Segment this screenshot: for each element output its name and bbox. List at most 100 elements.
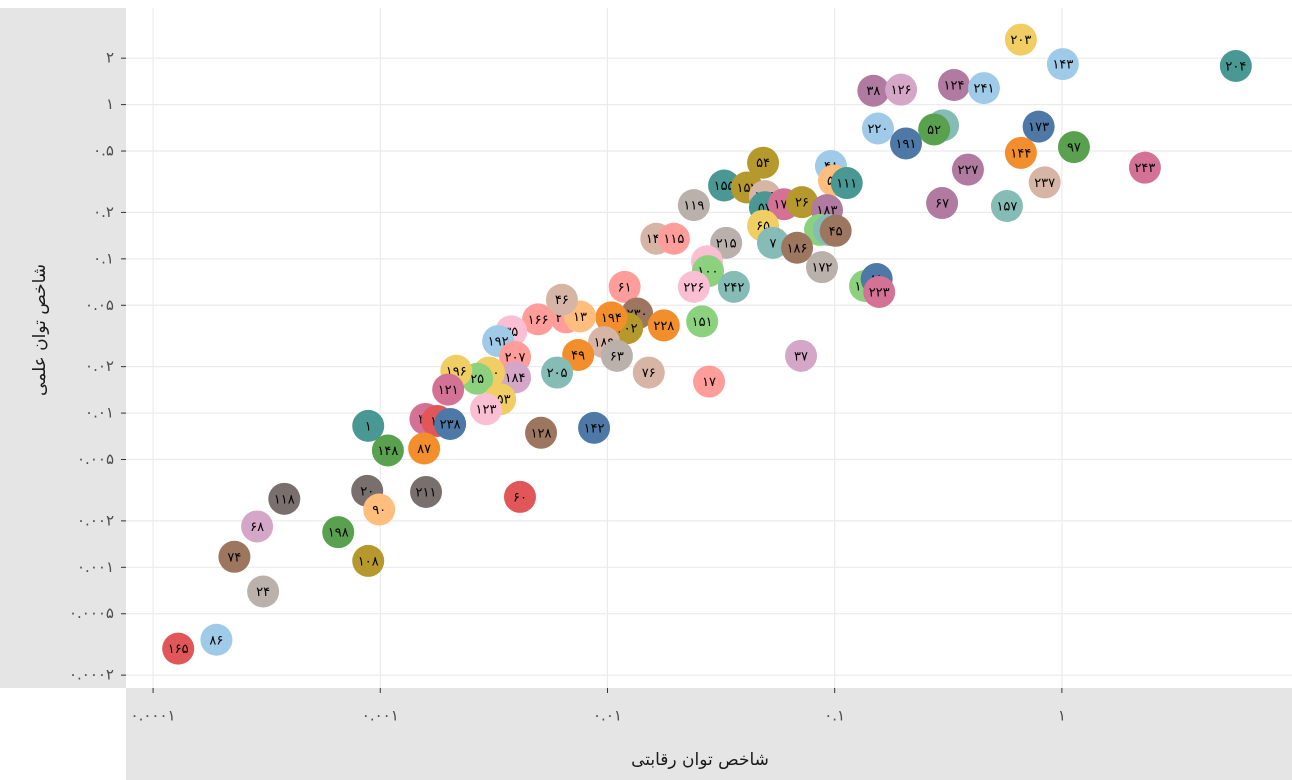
point-label: ۱۷۳ bbox=[1028, 120, 1049, 135]
y-tick-label: ۰.۰۰۲ bbox=[77, 511, 114, 529]
point-label: ۴۶ bbox=[555, 293, 569, 308]
point bbox=[408, 432, 441, 465]
point-label: ۲۰۷ bbox=[505, 350, 526, 365]
point-label: ۱۸۶ bbox=[787, 241, 808, 256]
y-tick-label: ۰.۰۲ bbox=[85, 357, 114, 375]
point-label: ۲۳۸ bbox=[440, 417, 461, 432]
point-label: ۶۸ bbox=[250, 520, 264, 535]
point bbox=[1046, 48, 1079, 81]
point bbox=[990, 190, 1023, 223]
y-axis-title: شاخص توان علمی bbox=[30, 264, 50, 396]
point bbox=[918, 113, 951, 146]
point-label: ۱۹۴ bbox=[601, 311, 622, 326]
point bbox=[578, 411, 611, 444]
y-tick-label: ۰.۵ bbox=[93, 142, 114, 160]
point-label: ۱۷ bbox=[702, 375, 716, 390]
point-label: ۱ bbox=[365, 419, 372, 434]
point-label: ۱۲۳ bbox=[476, 403, 497, 418]
y-tick-label: ۰.۰۰۵ bbox=[77, 450, 114, 468]
point-label: ۱۱۵ bbox=[663, 232, 684, 247]
point-label: ۶۱ bbox=[618, 280, 632, 295]
x-tick-label: ۰.۱ bbox=[824, 707, 845, 725]
point bbox=[241, 510, 274, 543]
point bbox=[470, 393, 503, 426]
point bbox=[830, 167, 863, 200]
point bbox=[632, 356, 665, 389]
point-label: ۱۴۸ bbox=[377, 444, 398, 459]
point-label: ۱۵۷ bbox=[996, 200, 1017, 215]
point-label: ۱۲۶ bbox=[891, 83, 912, 98]
point-label: ۱۵۱ bbox=[692, 315, 713, 330]
point bbox=[562, 338, 595, 371]
point-label: ۲۰ bbox=[360, 484, 374, 499]
point-label: ۱۹۸ bbox=[328, 526, 349, 541]
point-label: ۲۰۴ bbox=[1225, 59, 1246, 74]
point bbox=[595, 301, 628, 334]
point bbox=[647, 309, 680, 342]
point bbox=[1128, 151, 1161, 184]
point bbox=[781, 231, 814, 264]
point bbox=[1219, 49, 1252, 82]
point bbox=[352, 409, 385, 442]
point bbox=[889, 127, 922, 160]
point-label: ۲۰۵ bbox=[547, 366, 568, 381]
point-label: ۵۴ bbox=[756, 156, 770, 171]
point-label: ۲۴۲ bbox=[723, 280, 744, 295]
point-label: ۲۰۳ bbox=[1010, 33, 1031, 48]
point bbox=[677, 189, 710, 222]
point-label: ۲۴۳ bbox=[1134, 161, 1155, 176]
point-label: ۱۵۵ bbox=[714, 179, 735, 194]
point bbox=[503, 480, 536, 513]
y-tick-label: ۰.۰۰۰۵ bbox=[69, 604, 114, 622]
point bbox=[805, 251, 838, 284]
point-label: ۱۰۸ bbox=[358, 554, 379, 569]
point bbox=[819, 214, 852, 247]
point bbox=[861, 112, 894, 145]
point-label: ۱۴۴ bbox=[1010, 146, 1031, 161]
point bbox=[1004, 23, 1037, 56]
x-tick-label: ۱ bbox=[1058, 707, 1066, 725]
point bbox=[937, 68, 970, 101]
point bbox=[600, 339, 633, 372]
point bbox=[717, 270, 750, 303]
point-label: ۱۶۵ bbox=[168, 642, 189, 657]
point-label: ۱۲۱ bbox=[438, 383, 459, 398]
y-tick-label: ۱ bbox=[106, 95, 114, 113]
point bbox=[747, 146, 780, 179]
point bbox=[785, 339, 818, 372]
point-label: ۲۳۷ bbox=[1034, 176, 1055, 191]
point-label: ۶۷ bbox=[935, 197, 949, 212]
point-label: ۱۹۲ bbox=[488, 335, 509, 350]
point-label: ۲۱۵ bbox=[716, 236, 737, 251]
point-label: ۲۲۰ bbox=[867, 122, 888, 137]
point bbox=[951, 153, 984, 186]
point bbox=[1004, 136, 1037, 169]
point bbox=[525, 416, 558, 449]
point bbox=[363, 493, 396, 526]
point-label: ۱۷۲ bbox=[811, 261, 832, 276]
point-label: ۲۴ bbox=[256, 585, 270, 600]
point-label: ۹۷ bbox=[1067, 141, 1081, 156]
point-label: ۸۶ bbox=[209, 633, 223, 648]
point bbox=[1028, 166, 1061, 199]
point bbox=[785, 186, 818, 219]
point-label: ۴۹ bbox=[571, 348, 585, 363]
point-label: ۱۶۶ bbox=[528, 313, 549, 328]
point bbox=[352, 544, 385, 577]
point-label: ۲۱۱ bbox=[416, 485, 437, 500]
y-tick-label: ۰.۲ bbox=[93, 203, 114, 221]
x-tick-label: ۰.۰۱ bbox=[593, 707, 622, 725]
y-tick-label: ۰.۰۱ bbox=[85, 404, 114, 422]
x-axis-title: شاخص توان رقابتی bbox=[631, 750, 769, 770]
point-label: ۱۲۴ bbox=[943, 78, 964, 93]
plot-area bbox=[126, 8, 1292, 688]
y-tick-label: ۲ bbox=[106, 49, 114, 67]
point-label: ۳۷ bbox=[794, 349, 808, 364]
point-label: ۹۰ bbox=[372, 503, 386, 518]
x-tick-label: ۰.۰۰۱ bbox=[362, 707, 399, 725]
points: ۲۰۳۱۴۳۲۰۴۳۸۱۲۶۱۲۴۲۴۱۵۸۵۲۲۲۰۱۹۱۱۷۳۹۷۱۴۴۲۲… bbox=[162, 23, 1252, 665]
point-label: ۱۱۱ bbox=[836, 177, 857, 192]
point bbox=[247, 575, 280, 608]
point bbox=[218, 540, 251, 573]
